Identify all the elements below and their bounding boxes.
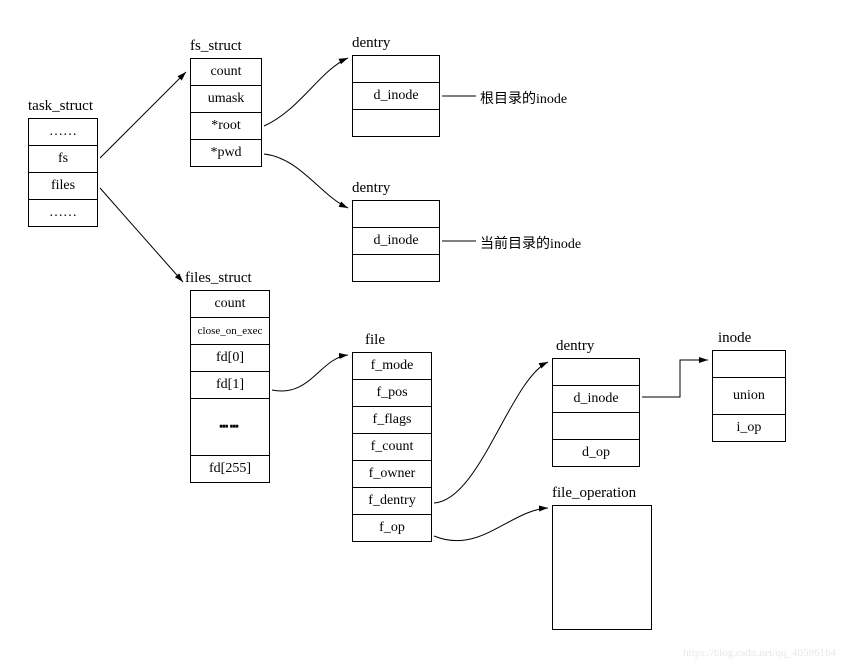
file-cell-f-dentry: f_dentry <box>352 487 432 515</box>
file-title: file <box>365 332 385 349</box>
fs-struct-title: fs_struct <box>190 38 242 55</box>
dentry1-box: d_inode <box>352 55 440 137</box>
fs-struct-cell: count <box>190 58 262 86</box>
files-struct-cell: close_on_exec <box>190 317 270 345</box>
edge-fs-to-fsstruct <box>100 72 186 158</box>
edge-root-to-dentry1 <box>264 58 348 126</box>
task-struct-cell: …… <box>28 199 98 227</box>
inode-title: inode <box>718 330 751 347</box>
files-struct-cell-fd1: fd[1] <box>190 371 270 399</box>
fs-struct-cell-pwd: *pwd <box>190 139 262 167</box>
fs-struct-box: count umask *root *pwd <box>190 58 262 167</box>
edge-fdentry-to-dentry3 <box>434 362 548 503</box>
dentry1-title: dentry <box>352 35 390 52</box>
file-cell: f_owner <box>352 460 432 488</box>
files-struct-box: count close_on_exec fd[0] fd[1] ┅┅ fd[25… <box>190 290 270 483</box>
dentry3-title: dentry <box>556 338 594 355</box>
edge-fd1-to-file <box>272 355 348 391</box>
task-struct-box: …… fs files …… <box>28 118 98 227</box>
watermark-text: https://blog.csdn.net/qq_40586164 <box>683 647 836 659</box>
files-struct-cell-fd0: fd[0] <box>190 344 270 372</box>
annotation-cwd-inode: 当前目录的inode <box>480 233 581 253</box>
file-operation-cell <box>552 505 652 630</box>
inode-cell <box>712 350 786 378</box>
inode-box: union i_op <box>712 350 786 442</box>
edge-files-to-filesstruct <box>100 188 183 282</box>
dentry3-cell <box>552 358 640 386</box>
dentry3-box: d_inode d_op <box>552 358 640 467</box>
annotation-root-inode: 根目录的inode <box>480 88 567 108</box>
dentry2-box: d_inode <box>352 200 440 282</box>
file-cell: f_flags <box>352 406 432 434</box>
task-struct-cell-fs: fs <box>28 145 98 173</box>
file-cell: f_count <box>352 433 432 461</box>
task-struct-cell: …… <box>28 118 98 146</box>
dentry2-cell <box>352 200 440 228</box>
file-cell: f_pos <box>352 379 432 407</box>
dentry1-cell <box>352 55 440 83</box>
dentry1-cell <box>352 109 440 137</box>
edge-fop-to-fileop <box>434 508 548 541</box>
file-operation-title: file_operation <box>552 485 636 502</box>
dentry2-cell-d-inode: d_inode <box>352 227 440 255</box>
fs-struct-cell: umask <box>190 85 262 113</box>
task-struct-title: task_struct <box>28 98 93 115</box>
task-struct-cell-files: files <box>28 172 98 200</box>
files-struct-cell-dots: ┅┅ <box>190 398 270 456</box>
edge-dinode-to-inode <box>642 360 708 397</box>
dentry2-title: dentry <box>352 180 390 197</box>
dentry3-cell-d-op: d_op <box>552 439 640 467</box>
dentry2-cell <box>352 254 440 282</box>
dentry1-cell-d-inode: d_inode <box>352 82 440 110</box>
file-box: f_mode f_pos f_flags f_count f_owner f_d… <box>352 352 432 542</box>
inode-cell: union <box>712 377 786 415</box>
files-struct-cell-fd255: fd[255] <box>190 455 270 483</box>
file-cell-f-op: f_op <box>352 514 432 542</box>
edge-pwd-to-dentry2 <box>264 154 348 208</box>
file-cell: f_mode <box>352 352 432 380</box>
file-operation-box <box>552 505 652 630</box>
files-struct-cell: count <box>190 290 270 318</box>
dentry3-cell <box>552 412 640 440</box>
inode-cell: i_op <box>712 414 786 442</box>
fs-struct-cell-root: *root <box>190 112 262 140</box>
files-struct-title: files_struct <box>185 270 252 287</box>
dentry3-cell-d-inode: d_inode <box>552 385 640 413</box>
